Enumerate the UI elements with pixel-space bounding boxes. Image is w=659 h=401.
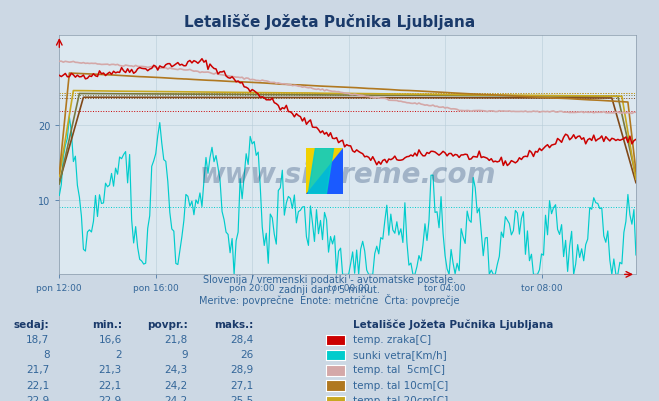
Text: 24,2: 24,2 [165,380,188,390]
Text: 27,1: 27,1 [231,380,254,390]
Polygon shape [306,148,343,194]
Text: sedaj:: sedaj: [14,319,49,329]
Text: Slovenija / vremenski podatki - avtomatske postaje.: Slovenija / vremenski podatki - avtomats… [203,275,456,285]
Text: 21,8: 21,8 [165,334,188,344]
Polygon shape [306,148,343,194]
Text: 22,9: 22,9 [99,395,122,401]
Text: 18,7: 18,7 [26,334,49,344]
Polygon shape [308,148,333,194]
Text: 24,3: 24,3 [165,365,188,375]
Text: temp. tal 10cm[C]: temp. tal 10cm[C] [353,380,448,390]
Text: min.:: min.: [92,319,122,329]
Text: 8: 8 [43,349,49,359]
Text: sunki vetra[Km/h]: sunki vetra[Km/h] [353,349,446,359]
Text: 9: 9 [181,349,188,359]
Text: temp. tal  5cm[C]: temp. tal 5cm[C] [353,365,445,375]
Text: Letališče Jožeta Pučnika Ljubljana: Letališče Jožeta Pučnika Ljubljana [184,14,475,30]
Text: maks.:: maks.: [214,319,254,329]
Text: 26: 26 [241,349,254,359]
Text: temp. tal 20cm[C]: temp. tal 20cm[C] [353,395,448,401]
Text: 28,9: 28,9 [231,365,254,375]
Text: Meritve: povprečne  Enote: metrične  Črta: povprečje: Meritve: povprečne Enote: metrične Črta:… [199,293,460,305]
Text: 22,9: 22,9 [26,395,49,401]
Text: 2: 2 [115,349,122,359]
Text: zadnji dan / 5 minut.: zadnji dan / 5 minut. [279,285,380,295]
Text: Letališče Jožeta Pučnika Ljubljana: Letališče Jožeta Pučnika Ljubljana [353,319,553,329]
Text: 22,1: 22,1 [26,380,49,390]
Text: temp. zraka[C]: temp. zraka[C] [353,334,431,344]
Text: povpr.:: povpr.: [147,319,188,329]
Text: 25,5: 25,5 [231,395,254,401]
Text: 28,4: 28,4 [231,334,254,344]
Text: www.si-vreme.com: www.si-vreme.com [200,160,496,188]
Text: 21,7: 21,7 [26,365,49,375]
Text: 16,6: 16,6 [99,334,122,344]
Text: 24,2: 24,2 [165,395,188,401]
Text: 21,3: 21,3 [99,365,122,375]
Text: 22,1: 22,1 [99,380,122,390]
